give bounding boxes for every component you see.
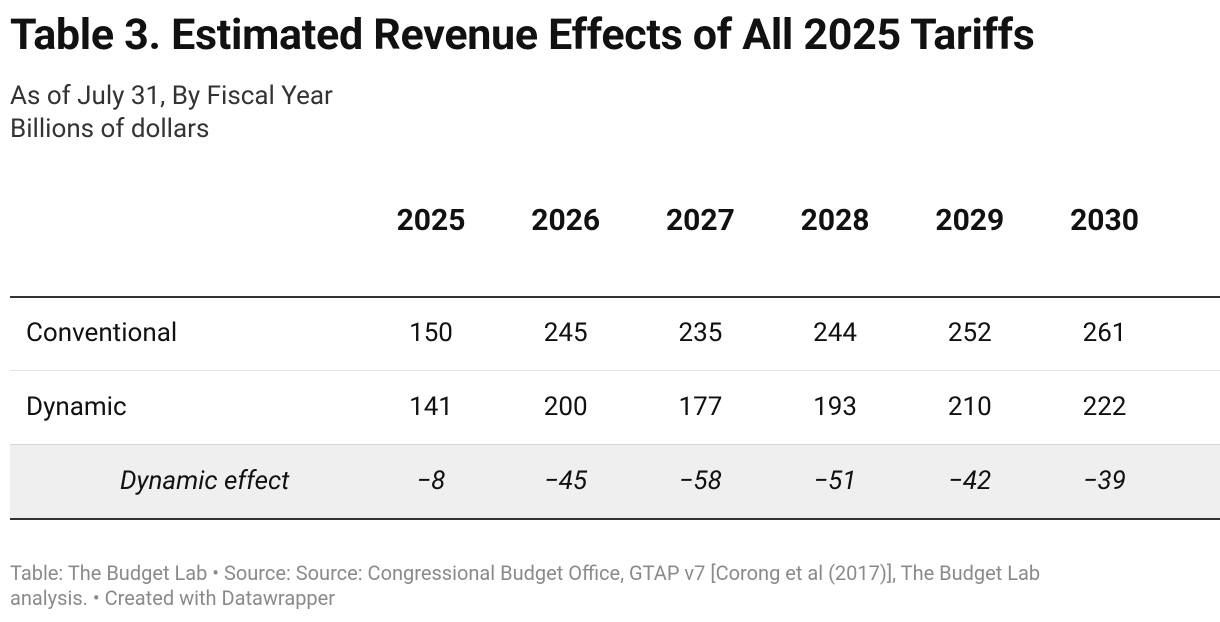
row-rule [10, 370, 1220, 371]
row-label: Dynamic [26, 392, 127, 422]
header-rule [10, 296, 1220, 298]
table-cell: 245 [543, 318, 588, 348]
table-cell: 200 [543, 392, 588, 422]
table-cell: 244 [813, 318, 858, 348]
column-header: 2026 [531, 203, 601, 238]
table-cell: −45 [544, 466, 588, 496]
table-cell: 210 [947, 392, 992, 422]
row-label: Dynamic effect [120, 466, 290, 496]
table-cell: −58 [679, 466, 722, 496]
table-cell: −51 [813, 466, 857, 496]
table-cell: 193 [813, 392, 858, 422]
column-header: 2027 [665, 203, 735, 238]
column-header: 2025 [396, 203, 466, 238]
row-label: Conventional [26, 318, 178, 348]
table-cell: 252 [947, 318, 992, 348]
table-cell: −8 [416, 466, 446, 496]
column-header: 2 [1179, 203, 1220, 238]
title: Table 3. Estimated Revenue Effects of Al… [10, 10, 1035, 60]
subtitle: Billions of dollars [10, 114, 210, 144]
bottom-rule [10, 518, 1220, 520]
table-cell: 261 [1082, 318, 1127, 348]
table-cell: −42 [948, 466, 992, 496]
row-rule [10, 444, 1220, 445]
row-highlight [10, 445, 1220, 519]
table-cell: 235 [678, 318, 723, 348]
table-cell: 141 [409, 392, 453, 422]
table-cell: 177 [678, 392, 723, 422]
column-header: 2028 [800, 203, 870, 238]
subtitle: As of July 31, By Fiscal Year [10, 81, 333, 111]
table-cell: 150 [409, 318, 453, 348]
column-header: 2030 [1070, 203, 1139, 238]
footnote: Table: The Budget Lab • Source: Source: … [10, 561, 1041, 585]
footnote: analysis. • Created with Datawrapper [10, 586, 336, 610]
table-cell: −39 [1083, 466, 1126, 496]
column-header: 2029 [935, 203, 1005, 238]
table-cell: 222 [1082, 392, 1127, 422]
